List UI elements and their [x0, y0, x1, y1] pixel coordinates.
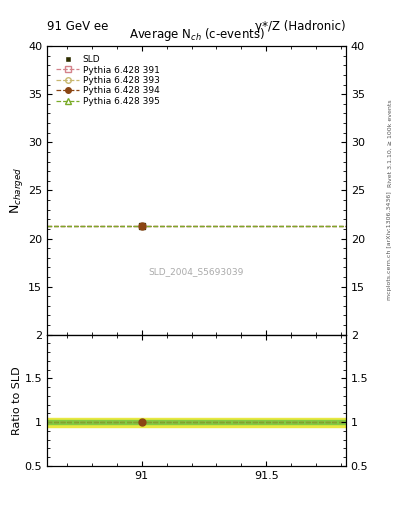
Text: Rivet 3.1.10, ≥ 100k events: Rivet 3.1.10, ≥ 100k events	[387, 99, 392, 187]
Text: Average N$_{ch}$ (c-events): Average N$_{ch}$ (c-events)	[129, 26, 264, 43]
Text: 91 GeV ee: 91 GeV ee	[47, 20, 108, 33]
Text: SLD_2004_S5693039: SLD_2004_S5693039	[149, 267, 244, 276]
Y-axis label: N$_{charged}$: N$_{charged}$	[8, 167, 26, 214]
Legend: SLD, Pythia 6.428 391, Pythia 6.428 393, Pythia 6.428 394, Pythia 6.428 395: SLD, Pythia 6.428 391, Pythia 6.428 393,…	[55, 53, 162, 108]
Text: γ*/Z (Hadronic): γ*/Z (Hadronic)	[255, 20, 346, 33]
Y-axis label: Ratio to SLD: Ratio to SLD	[12, 366, 22, 435]
Text: mcplots.cern.ch [arXiv:1306.3436]: mcplots.cern.ch [arXiv:1306.3436]	[387, 191, 392, 300]
